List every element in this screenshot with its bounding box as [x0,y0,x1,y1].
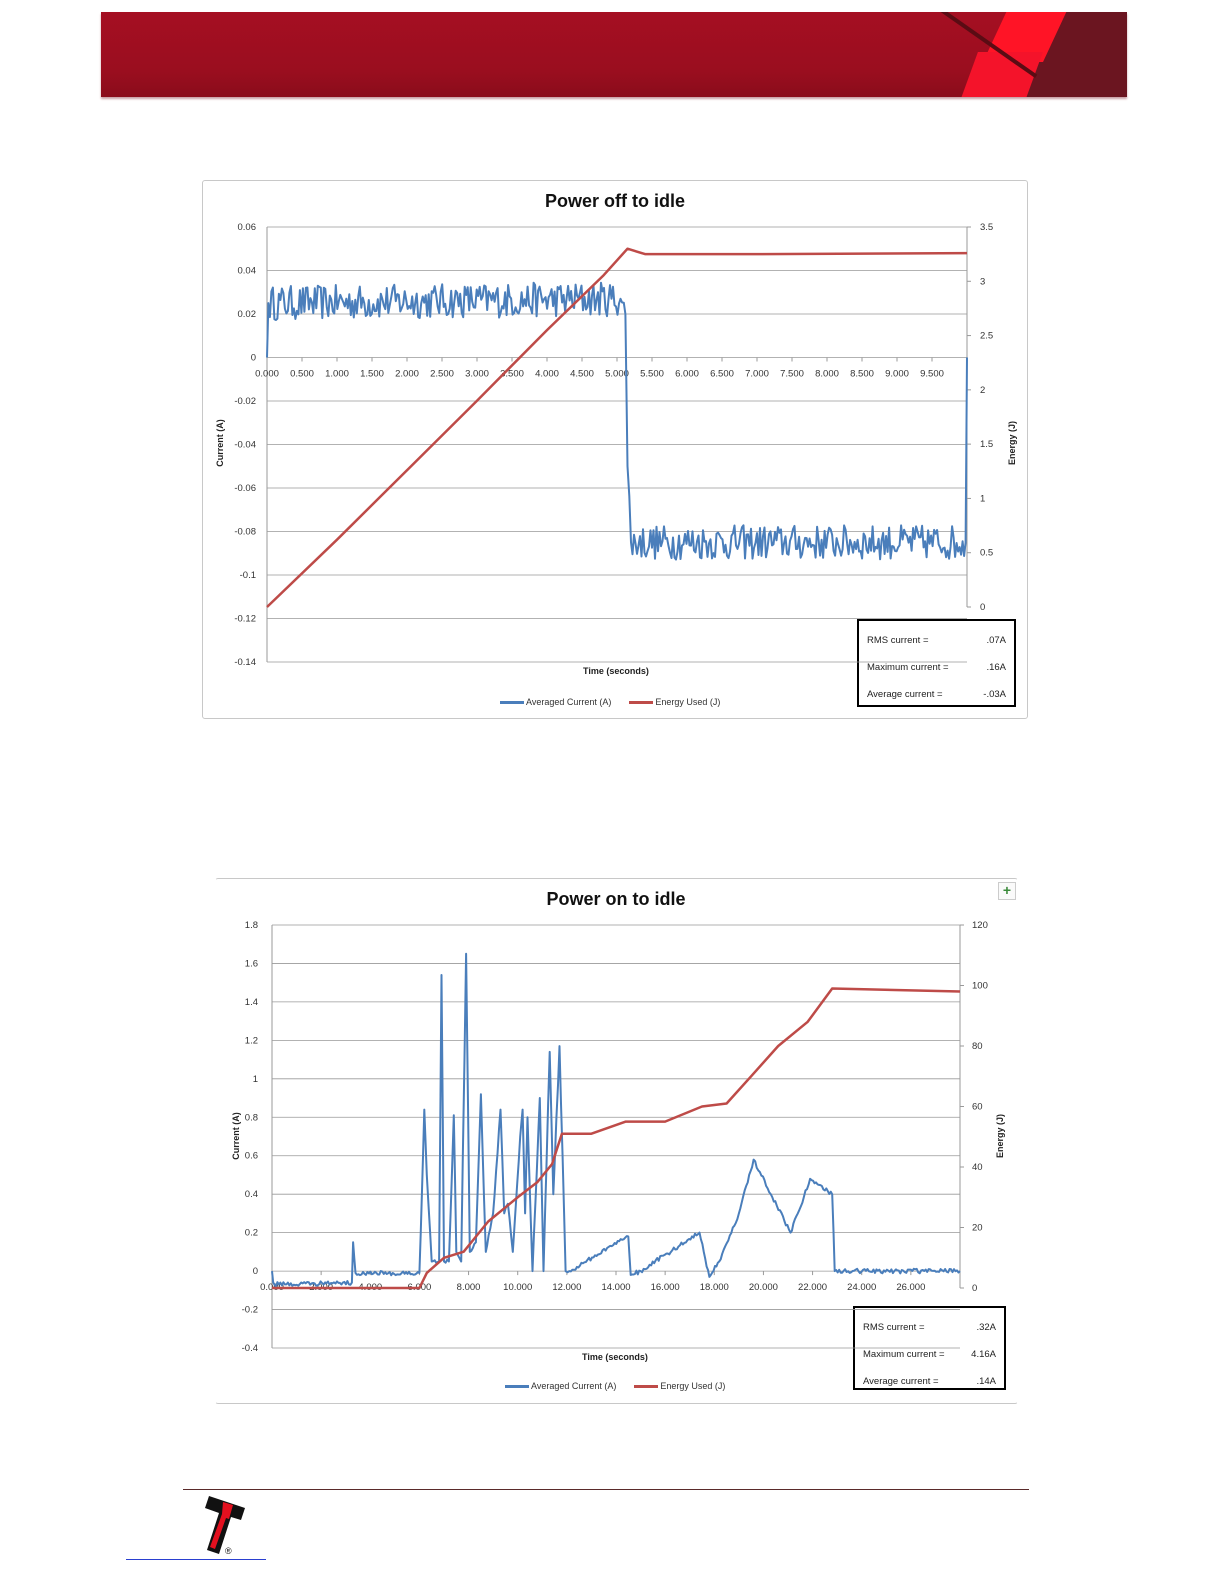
legend-label: Averaged Current (A) [531,1381,617,1391]
legend-item-current: Averaged Current (A) [500,697,611,707]
chart-title: Power on to idle [546,889,686,909]
y-axis-title: Current (A) [230,1112,241,1160]
footer-divider [183,1489,1029,1490]
stats-box: RMS current = .07A Maximum current = .16A … [857,619,1016,707]
stat-label: RMS current = [867,635,929,646]
legend-item-energy: Energy Used (J) [629,697,720,707]
legend-item-energy: Energy Used (J) [634,1381,725,1391]
stat-value: .16A [986,662,1006,673]
stat-value: .07A [986,635,1006,646]
footer-link-underline [126,1559,266,1560]
stat-value: .14A [976,1376,996,1387]
stat-value: .32A [976,1322,996,1333]
stat-label: Maximum current = [863,1349,945,1360]
y2-axis-title: Energy (J) [1007,420,1018,466]
stat-label: Average current = [867,689,943,700]
stat-label: Average current = [863,1376,939,1387]
chart-title: Power off to idle [544,191,685,211]
chart-legend: Averaged Current (A) Energy Used (J) [500,697,720,707]
chart-frame-power-on[interactable] [215,878,1018,1404]
add-chart-element-button[interactable]: + [998,882,1016,900]
y2-axis-title: Energy (J) [995,1113,1006,1159]
y-axis-title: Current (A) [214,419,225,467]
stat-value: -.03A [983,689,1006,700]
legend-item-current: Averaged Current (A) [505,1381,616,1391]
company-logo: ® [205,1496,245,1556]
x-axis-title: Time (seconds) [582,1352,648,1362]
legend-label: Averaged Current (A) [526,697,612,707]
legend-label: Energy Used (J) [660,1381,726,1391]
x-axis-title: Time (seconds) [583,666,649,676]
chart-frame-power-off[interactable] [202,180,1028,719]
legend-label: Energy Used (J) [655,697,721,707]
chart-legend: Averaged Current (A) Energy Used (J) [505,1381,725,1391]
stat-label: RMS current = [863,1322,925,1333]
stats-box: RMS current = .32A Maximum current = 4.16A… [853,1306,1006,1390]
stat-label: Maximum current = [867,662,949,673]
header-band [101,12,1127,97]
stat-value: 4.16A [971,1349,996,1360]
svg-text:®: ® [225,1546,232,1556]
